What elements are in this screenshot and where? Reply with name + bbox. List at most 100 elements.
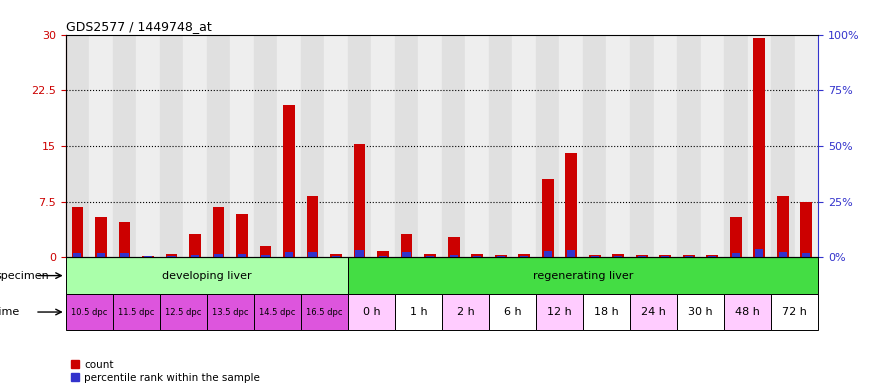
Text: 2 h: 2 h: [457, 307, 474, 317]
Bar: [136, 35, 160, 257]
Bar: [379, 256, 388, 257]
Bar: [424, 254, 436, 257]
Bar: [97, 253, 105, 257]
Bar: [630, 35, 654, 257]
Bar: [401, 233, 412, 257]
Bar: [332, 256, 340, 257]
Bar: [230, 35, 254, 257]
Bar: [753, 38, 766, 257]
Bar: [662, 256, 669, 257]
Bar: [747, 35, 771, 257]
Bar: [183, 35, 206, 257]
Bar: [606, 35, 630, 257]
Bar: [306, 197, 318, 257]
Bar: [732, 253, 740, 257]
Bar: [489, 35, 513, 257]
Bar: [238, 254, 246, 257]
Bar: [167, 256, 176, 257]
Bar: [448, 237, 459, 257]
Bar: [536, 35, 559, 257]
Bar: [120, 253, 129, 257]
Text: 16.5 dpc: 16.5 dpc: [306, 308, 342, 316]
Bar: [72, 207, 83, 257]
Bar: [260, 246, 271, 257]
Bar: [583, 35, 606, 257]
Bar: [277, 35, 301, 257]
Bar: [395, 294, 442, 330]
Bar: [779, 252, 787, 257]
Bar: [520, 256, 528, 257]
Bar: [301, 294, 348, 330]
Bar: [254, 294, 301, 330]
Bar: [771, 35, 794, 257]
Text: developing liver: developing liver: [162, 271, 251, 281]
Text: regenerating liver: regenerating liver: [533, 271, 634, 281]
Bar: [494, 255, 507, 257]
Bar: [254, 35, 277, 257]
Bar: [113, 35, 136, 257]
Bar: [144, 256, 152, 257]
Bar: [567, 250, 576, 257]
Bar: [191, 255, 200, 257]
Bar: [206, 35, 230, 257]
Bar: [450, 255, 458, 257]
Bar: [543, 251, 552, 257]
Bar: [395, 35, 418, 257]
Bar: [801, 202, 812, 257]
Text: 30 h: 30 h: [689, 307, 713, 317]
Bar: [354, 144, 366, 257]
Text: 12.5 dpc: 12.5 dpc: [165, 308, 201, 316]
Text: specimen: specimen: [0, 271, 49, 281]
Bar: [489, 294, 536, 330]
Bar: [285, 252, 293, 257]
Bar: [262, 255, 270, 257]
Text: 72 h: 72 h: [782, 307, 807, 317]
Bar: [472, 254, 483, 257]
Bar: [724, 35, 747, 257]
Bar: [418, 35, 442, 257]
Bar: [724, 294, 771, 330]
Bar: [730, 217, 742, 257]
Bar: [755, 249, 764, 257]
Bar: [160, 35, 183, 257]
Bar: [426, 256, 434, 257]
Bar: [89, 35, 113, 257]
Bar: [536, 294, 583, 330]
Bar: [708, 256, 717, 257]
Bar: [771, 294, 818, 330]
Bar: [160, 294, 206, 330]
Bar: [706, 255, 718, 257]
Bar: [371, 35, 395, 257]
Bar: [614, 256, 622, 257]
Bar: [325, 35, 348, 257]
Bar: [630, 294, 677, 330]
Text: 11.5 dpc: 11.5 dpc: [118, 308, 154, 316]
Text: 1 h: 1 h: [410, 307, 427, 317]
Text: 12 h: 12 h: [547, 307, 572, 317]
Text: 18 h: 18 h: [594, 307, 619, 317]
Bar: [612, 254, 624, 257]
Bar: [701, 35, 724, 257]
Text: 0 h: 0 h: [362, 307, 380, 317]
Bar: [377, 252, 389, 257]
Legend: count, percentile rank within the sample: count, percentile rank within the sample: [71, 360, 260, 382]
Bar: [214, 254, 222, 257]
Bar: [636, 255, 648, 257]
Bar: [442, 35, 466, 257]
Bar: [206, 294, 254, 330]
Bar: [189, 233, 201, 257]
Bar: [777, 197, 788, 257]
Bar: [355, 250, 364, 257]
Bar: [308, 252, 317, 257]
Bar: [348, 35, 371, 257]
Text: 13.5 dpc: 13.5 dpc: [212, 308, 248, 316]
Bar: [559, 35, 583, 257]
Bar: [518, 254, 530, 257]
Text: 48 h: 48 h: [735, 307, 760, 317]
Bar: [589, 255, 600, 257]
Bar: [66, 294, 113, 330]
Bar: [284, 105, 295, 257]
Bar: [118, 222, 130, 257]
Bar: [74, 253, 81, 257]
Bar: [638, 256, 646, 257]
